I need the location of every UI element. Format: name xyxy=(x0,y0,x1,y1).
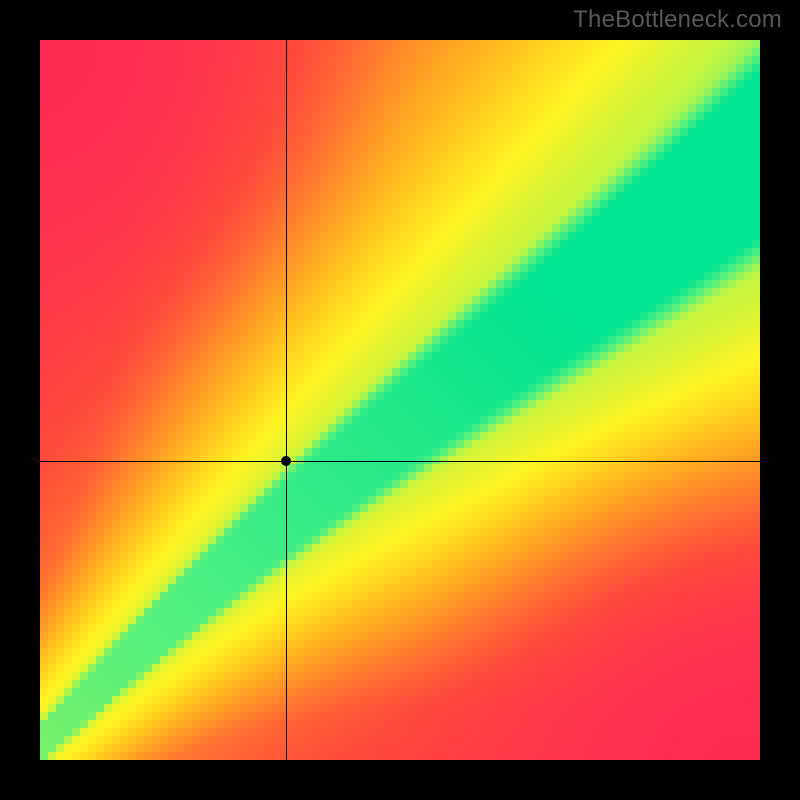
watermark-text: TheBottleneck.com xyxy=(573,6,782,34)
heatmap-canvas xyxy=(40,40,760,760)
root-container: TheBottleneck.com xyxy=(0,0,800,800)
crosshair-horizontal xyxy=(40,461,760,462)
plot-area xyxy=(40,40,760,760)
crosshair-vertical xyxy=(286,40,287,760)
data-point-marker xyxy=(281,456,291,466)
